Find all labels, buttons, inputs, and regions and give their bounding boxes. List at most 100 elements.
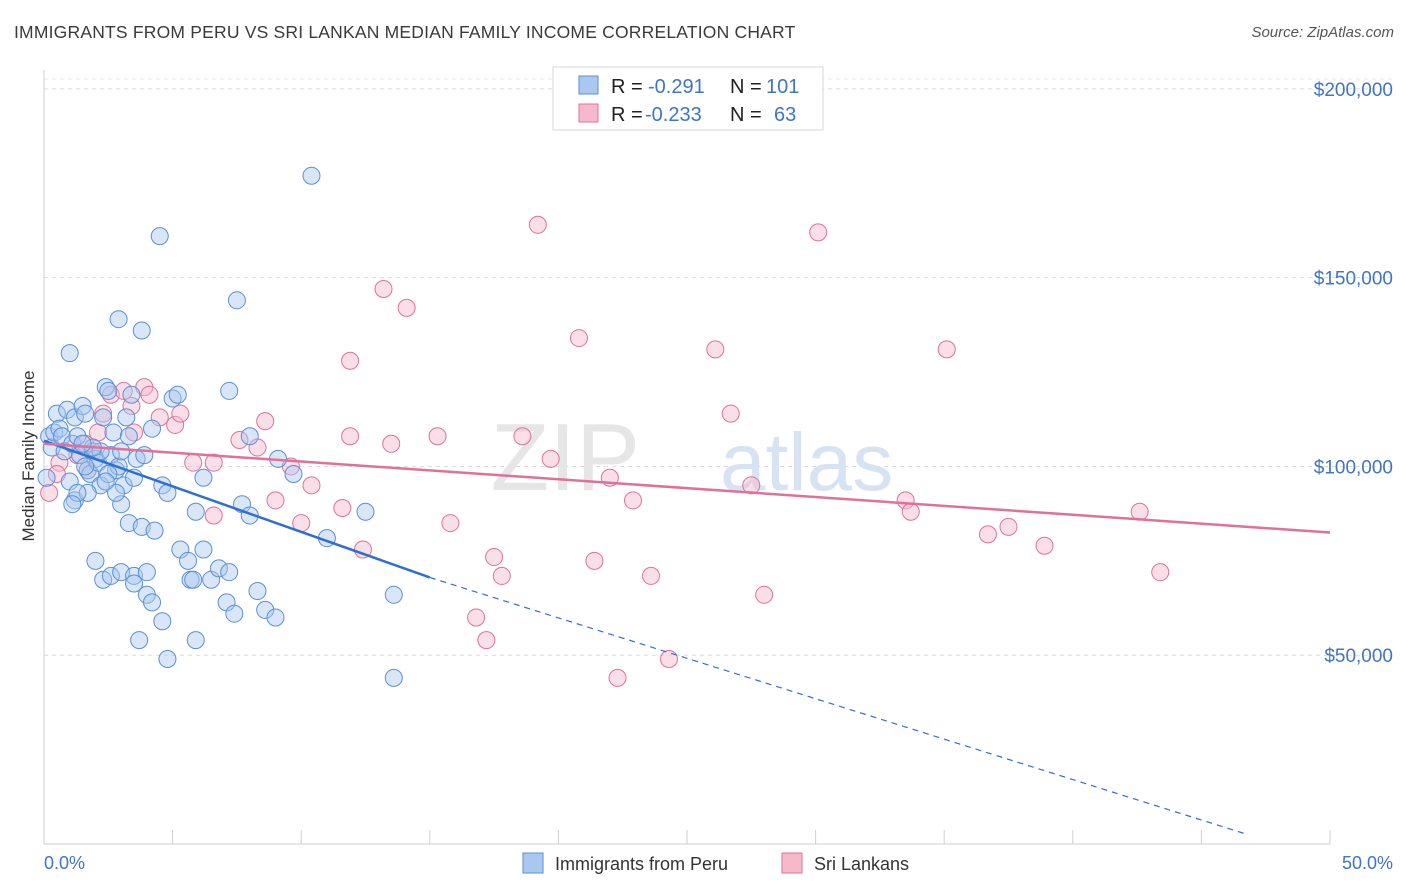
- peru-point: [109, 310, 128, 329]
- sri-lankans-point: [333, 498, 352, 517]
- peru-point: [158, 649, 177, 668]
- source-credit: Source: ZipAtlas.com: [1251, 24, 1394, 41]
- bottom-legend-swatch-peru: [522, 852, 544, 874]
- peru-point: [112, 495, 131, 514]
- bottom-legend-label-sri-lankans: Sri Lankans: [814, 854, 909, 874]
- legend-swatch-peru: [578, 75, 599, 95]
- peru-point: [179, 551, 198, 570]
- legend-n-label-sri-lankans: N =: [730, 104, 762, 126]
- peru-point: [143, 419, 162, 438]
- peru-point: [194, 540, 213, 559]
- sri-lankans-point: [608, 668, 627, 687]
- x-tick-label-max: 50.0%: [1342, 853, 1393, 873]
- sri-lankans-point: [999, 517, 1018, 536]
- chart-title: IMMIGRANTS FROM PERU VS SRI LANKAN MEDIA…: [14, 22, 796, 42]
- sri-lankans-point: [477, 631, 496, 650]
- peru-point: [130, 631, 149, 650]
- peru-point: [114, 476, 133, 495]
- watermark-atlas: atlas: [720, 417, 893, 508]
- peru-point: [37, 468, 56, 487]
- peru-point: [168, 385, 187, 404]
- peru-point: [107, 483, 126, 502]
- peru-point: [143, 593, 162, 612]
- peru-point: [209, 559, 228, 578]
- sri-lankans-point: [302, 476, 321, 495]
- sri-lankans-point: [721, 404, 740, 423]
- sri-lankans-trend-line: [43, 442, 1331, 534]
- sri-lankans-point: [706, 340, 725, 359]
- legend-n-value-sri-lankans: 63: [774, 104, 796, 126]
- gridlines: [44, 78, 1393, 656]
- sri-lankans-point: [184, 453, 203, 472]
- sri-lankans-point: [937, 340, 956, 359]
- peru-point: [125, 574, 144, 593]
- sri-lankans-point: [382, 434, 401, 453]
- sri-lankans-point: [441, 514, 460, 533]
- peru-points: [37, 166, 403, 687]
- peru-trend-line: [43, 439, 431, 579]
- sri-lankans-point: [428, 427, 447, 446]
- sri-lankans-point: [1035, 536, 1054, 555]
- sri-lankans-point: [978, 525, 997, 544]
- peru-point: [94, 408, 113, 427]
- peru-point: [60, 344, 79, 363]
- peru-point: [220, 381, 239, 400]
- sri-lankans-point: [230, 431, 249, 450]
- sri-lankans-point: [374, 279, 393, 298]
- sri-lankans-point: [623, 491, 642, 510]
- peru-point: [68, 483, 87, 502]
- peru-point: [99, 381, 118, 400]
- peru-point: [225, 604, 244, 623]
- peru-point: [153, 612, 172, 631]
- peru-point: [50, 419, 69, 438]
- sri-lankans-point: [513, 427, 532, 446]
- peru-point: [184, 570, 203, 589]
- sri-lankans-point: [528, 215, 547, 234]
- sri-lankans-point: [166, 415, 185, 434]
- sri-lankans-point: [256, 412, 275, 431]
- peru-point: [137, 563, 156, 582]
- peru-point: [150, 227, 169, 246]
- peru-point: [384, 585, 403, 604]
- peru-trend-extension: [429, 576, 1248, 836]
- peru-point: [186, 502, 205, 521]
- sri-lankans-points: [40, 215, 1170, 687]
- peru-point: [63, 495, 82, 514]
- peru-point: [101, 566, 120, 585]
- legend-n-label-peru: N =: [730, 76, 762, 98]
- sri-lankans-point: [755, 585, 774, 604]
- peru-point: [76, 457, 95, 476]
- sri-lankans-point: [901, 502, 920, 521]
- watermark: ZIP atlas: [491, 404, 894, 511]
- peru-point: [284, 464, 303, 483]
- sri-lankans-point: [204, 506, 223, 525]
- axes: [43, 70, 1331, 845]
- y-tick-label: $50,000: [1324, 646, 1393, 667]
- sri-lankans-point: [266, 491, 285, 510]
- y-axis-title: Median Family Income: [19, 370, 38, 541]
- sri-lankans-point: [492, 566, 511, 585]
- peru-point: [220, 563, 239, 582]
- peru-point: [256, 600, 275, 619]
- peru-point: [266, 608, 285, 627]
- peru-point: [96, 472, 115, 491]
- sri-lankans-point: [40, 483, 59, 502]
- peru-point: [86, 551, 105, 570]
- sri-lankans-point: [1130, 502, 1149, 521]
- sri-lankans-point: [397, 298, 416, 317]
- bottom-legend-swatch-sri-lankans: [781, 852, 803, 874]
- peru-point: [117, 408, 136, 427]
- sri-lankans-point: [1151, 563, 1170, 582]
- sri-lankans-point: [94, 404, 113, 423]
- sri-lankans-point: [485, 548, 504, 567]
- peru-point: [302, 166, 321, 185]
- legend-r-value-peru: -0.291: [648, 76, 705, 98]
- peru-point: [99, 464, 118, 483]
- bottom-legend-label-peru: Immigrants from Peru: [555, 854, 728, 874]
- legend-n-value-peru: 101: [766, 76, 799, 98]
- sri-lankans-point: [50, 453, 69, 472]
- peru-point: [58, 400, 77, 419]
- legend-r-value-sri-lankans: -0.233: [645, 104, 702, 126]
- y-tick-label: $200,000: [1314, 80, 1393, 101]
